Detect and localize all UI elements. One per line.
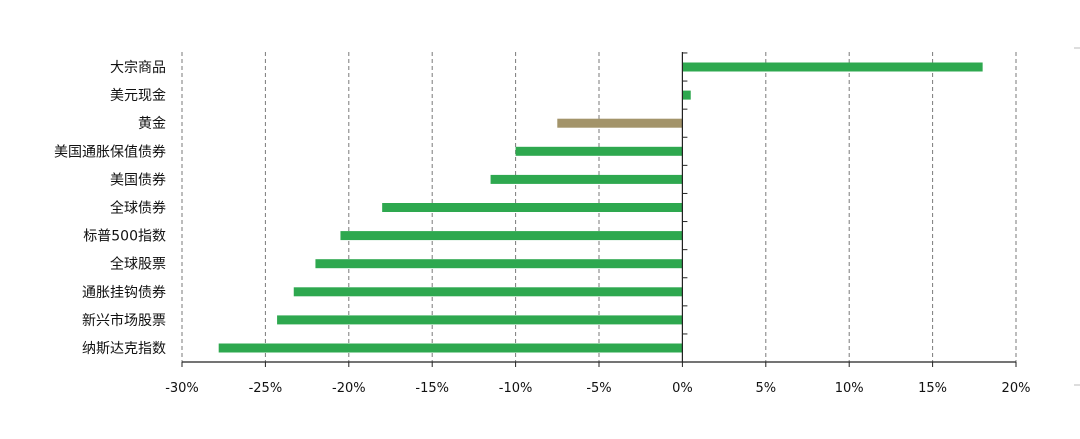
category-label: 通胀挂钩债券 [82, 285, 166, 301]
bars [218, 62, 983, 353]
bar [682, 90, 691, 100]
x-tick-label: -15% [415, 381, 449, 396]
category-label: 美国通胀保值债券 [54, 144, 166, 160]
category-label: 新兴市场股票 [82, 312, 166, 329]
category-label: 美国债券 [110, 172, 166, 188]
category-label: 大宗商品 [110, 60, 166, 76]
x-tick-label: -30% [165, 381, 199, 396]
bar [682, 62, 983, 72]
bar [315, 259, 683, 269]
x-tick-label: -25% [249, 381, 283, 396]
labels: 大宗商品美元现金黄金美国通胀保值债券美国债券全球债券标普500指数全球股票通胀挂… [54, 60, 1030, 396]
x-tick-label: -10% [499, 381, 533, 396]
x-tick-label: 5% [755, 381, 776, 396]
category-label: 美元现金 [110, 88, 166, 104]
category-label: 黄金 [138, 115, 166, 132]
bar [340, 231, 683, 241]
bar [218, 343, 683, 353]
bar [515, 146, 683, 156]
category-label: 全球股票 [110, 256, 166, 273]
bar [557, 118, 683, 128]
x-tick-label: -5% [586, 381, 611, 396]
bar [382, 203, 683, 212]
x-tick-label: -20% [332, 381, 366, 396]
axes [181, 47, 1080, 386]
x-tick-label: 10% [835, 381, 864, 396]
bar [490, 174, 683, 184]
x-tick-label: 15% [918, 381, 947, 396]
bar [293, 287, 683, 297]
x-tick-label: 20% [1002, 381, 1031, 396]
category-label: 标普500指数 [83, 229, 166, 245]
x-tick-label: 0% [672, 381, 693, 396]
category-label: 全球债券 [110, 200, 166, 217]
bar [277, 315, 683, 325]
category-label: 纳斯达克指数 [82, 341, 166, 357]
